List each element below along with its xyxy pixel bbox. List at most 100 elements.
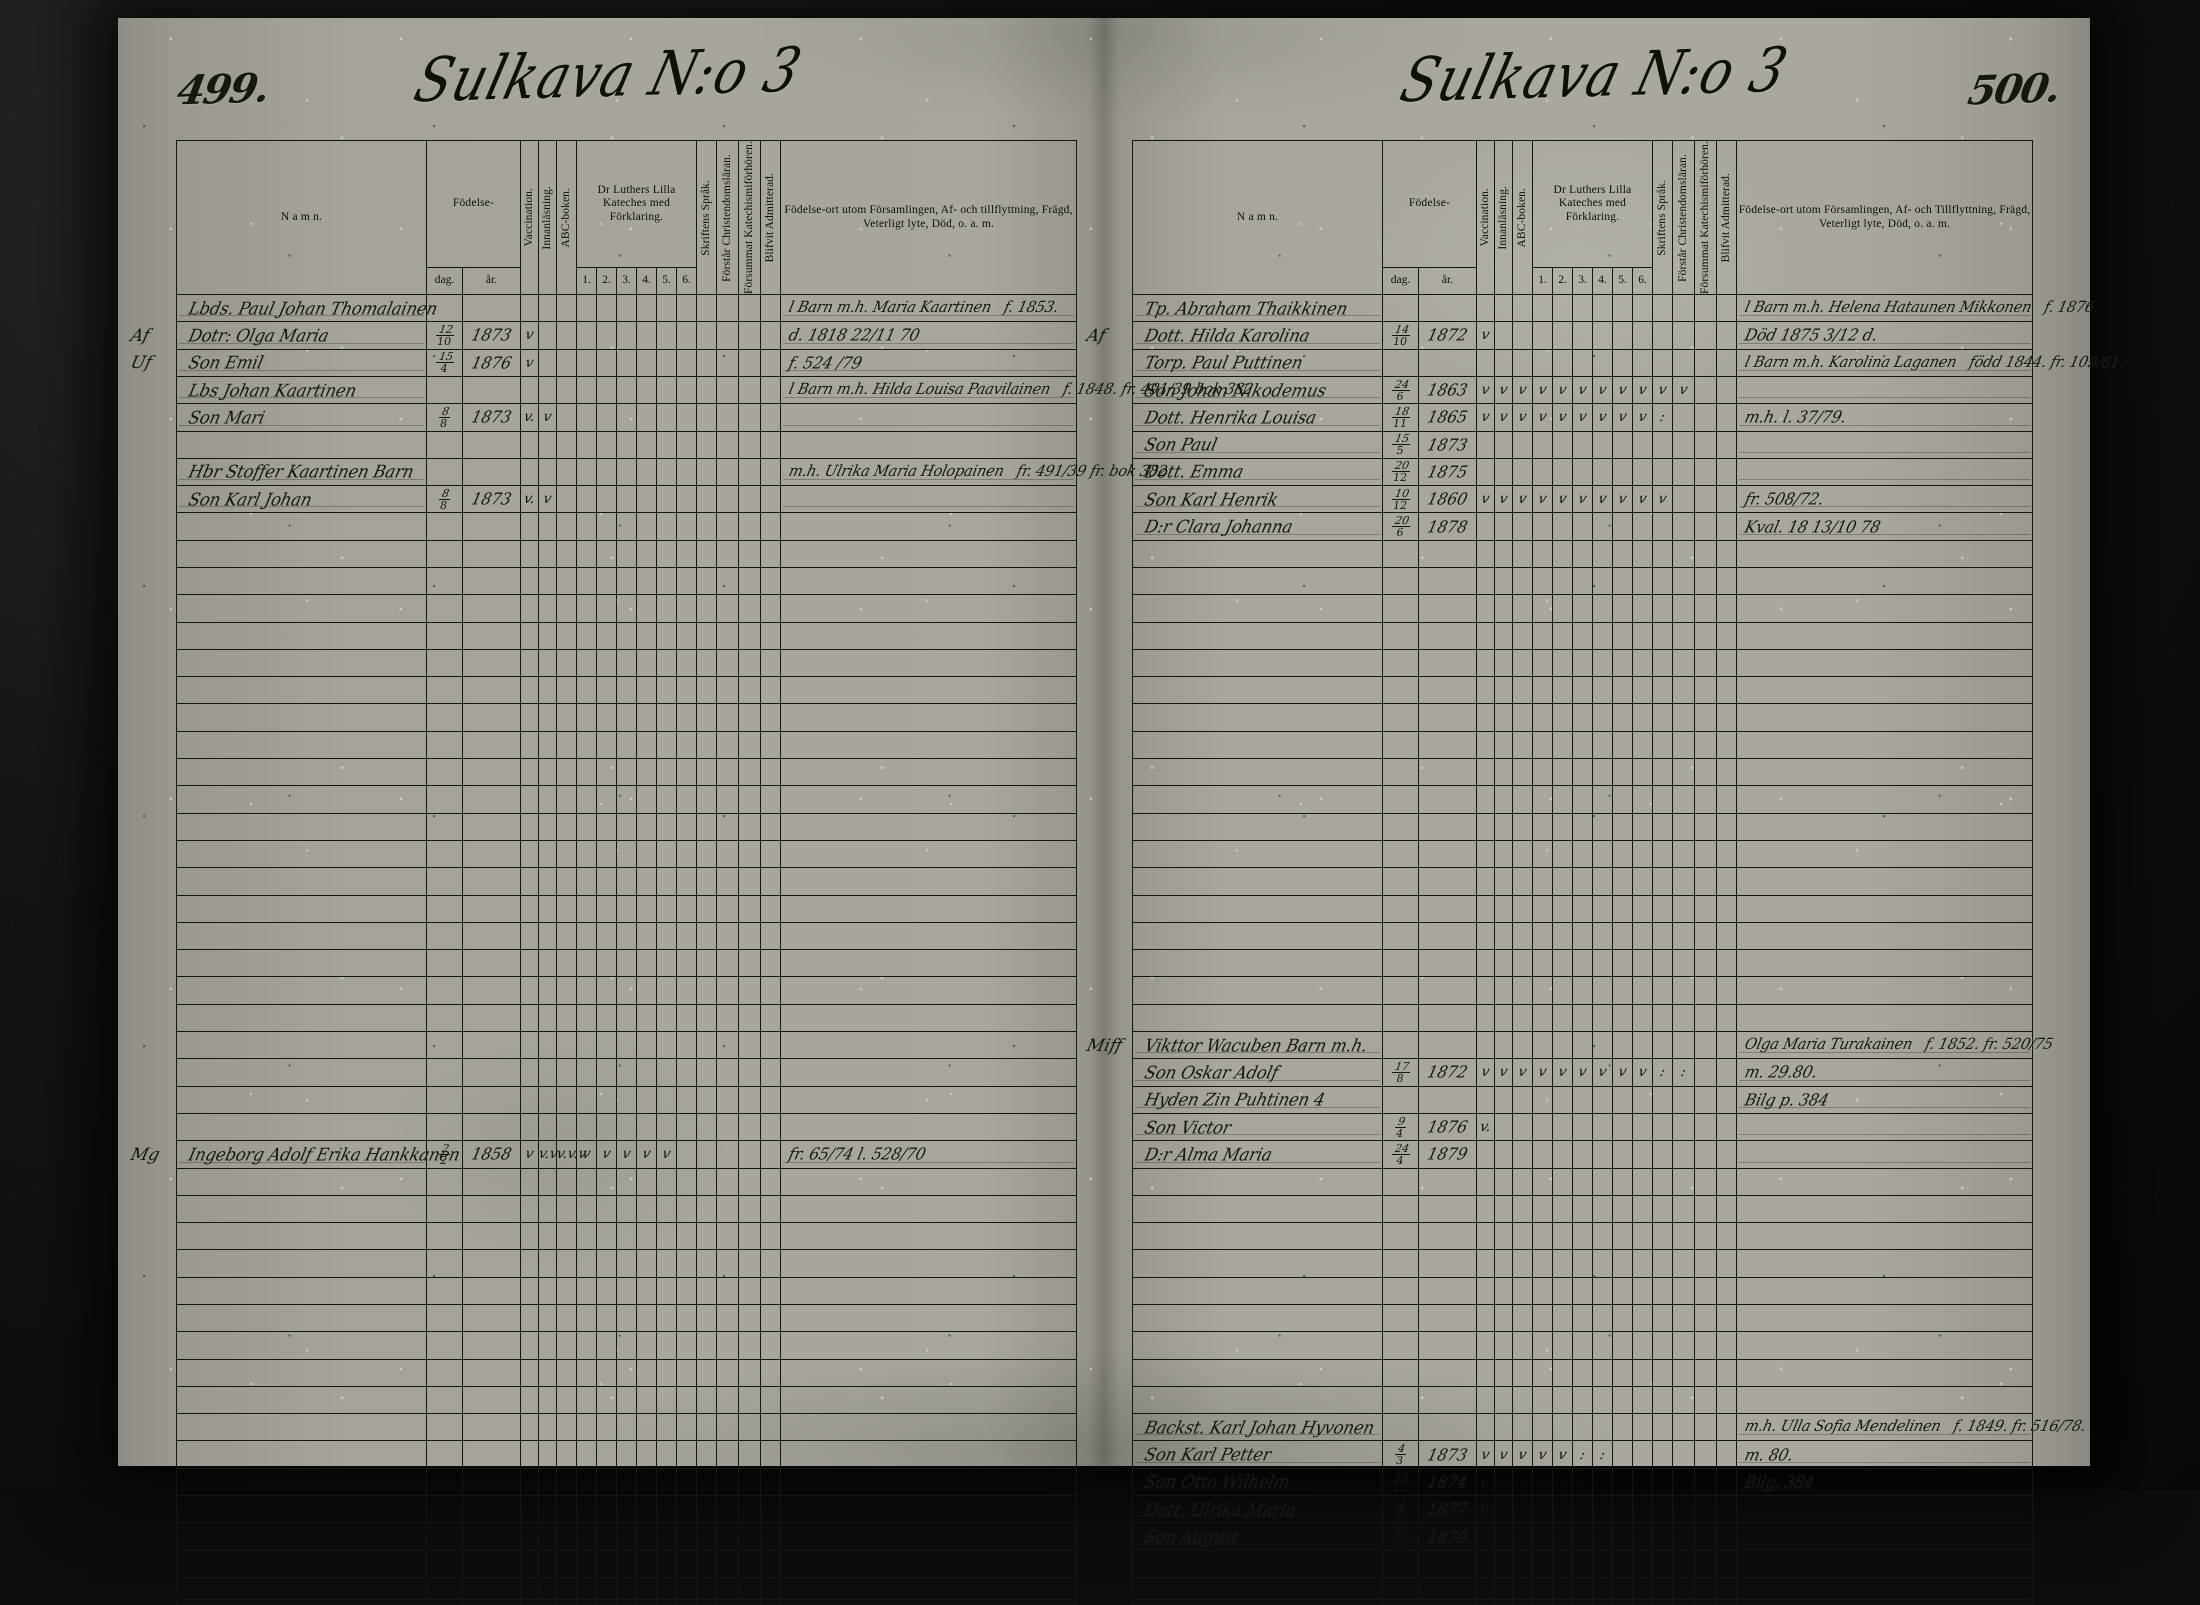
cell-mark — [1631, 1194, 1654, 1224]
cell-mark — [1652, 703, 1674, 732]
cell-ar: 1873 — [1418, 1440, 1477, 1469]
cell-mark — [716, 1167, 740, 1196]
cell-mark — [538, 1495, 557, 1524]
cell-mark — [696, 1003, 718, 1033]
cell-mark — [716, 1112, 740, 1142]
cell-name — [176, 839, 427, 869]
cell-mark — [1672, 1167, 1696, 1196]
cell-mark — [1716, 348, 1738, 377]
name-handwriting: Torp. Paul Puttinen — [1142, 352, 1305, 373]
cell-mark — [1512, 1140, 1533, 1169]
cell-mark — [760, 1358, 782, 1387]
cell-mark — [576, 976, 597, 1005]
cell-mark — [1476, 294, 1495, 323]
cell-mark — [538, 839, 557, 869]
table-row — [176, 812, 1078, 841]
cell-mark — [675, 867, 698, 896]
cell-mark — [1716, 1331, 1738, 1360]
cell-mark: v — [1572, 403, 1593, 432]
cell-mark — [616, 1249, 637, 1278]
cell-mark — [696, 457, 718, 487]
cell-ar — [462, 1167, 521, 1196]
cell-mark — [538, 1276, 557, 1306]
cell-mark — [556, 1576, 577, 1605]
birth-year: 1873 — [469, 407, 514, 427]
table-row — [1132, 1003, 2034, 1033]
cell-name: Backst. Karl Johan Hyvonen — [1132, 1413, 1383, 1442]
cell-mark — [738, 621, 762, 650]
cell-mark: v. — [1476, 1467, 1495, 1497]
birth-year: 1872 — [1425, 325, 1470, 345]
cell-notes — [780, 1440, 1078, 1469]
cell-ar — [462, 457, 521, 487]
cell-mark: v — [1512, 403, 1533, 432]
cell-mark — [576, 1413, 597, 1442]
cell-mark — [576, 648, 597, 678]
cell-mark — [1592, 430, 1613, 459]
cell-mark — [696, 1085, 718, 1114]
cell-mark — [1552, 1576, 1573, 1605]
cell-mark: v — [1592, 375, 1613, 405]
cell-dag — [426, 976, 463, 1005]
cell-mark — [675, 758, 698, 787]
cell-mark — [675, 1385, 698, 1415]
cell-mark — [696, 703, 718, 732]
cell-notes — [1736, 1522, 2034, 1551]
cell-name — [176, 785, 427, 814]
cell-mark — [656, 676, 677, 705]
cell-mark — [1716, 485, 1738, 514]
cell-mark — [556, 594, 577, 623]
cell-mark — [656, 1413, 677, 1442]
cell-mark: v — [1652, 485, 1674, 514]
cell-dag: 24 4 — [1382, 1140, 1419, 1169]
cell-mark — [716, 1003, 740, 1033]
cell-mark — [760, 1576, 782, 1605]
cell-mark — [538, 1058, 557, 1087]
cell-dag: 18 11 — [1382, 403, 1419, 432]
cell-mark — [1592, 621, 1613, 650]
note-handwriting: Kval. 18 13/10 78 — [1742, 516, 1883, 537]
cell-dag — [426, 1167, 463, 1196]
cell-notes — [1736, 894, 2034, 923]
attendance-mark: : — [1658, 409, 1667, 426]
cell-mark — [556, 894, 577, 923]
cell-mark — [675, 1167, 698, 1196]
cell-mark — [596, 1303, 617, 1333]
cell-ar: 1873 — [462, 485, 521, 514]
cell-mark — [716, 1303, 740, 1333]
cell-mark — [738, 321, 762, 350]
cell-mark — [760, 1222, 782, 1251]
cell-mark — [1694, 1112, 1718, 1142]
cell-mark — [520, 1249, 539, 1278]
cell-mark — [1592, 730, 1613, 760]
cell-mark — [1512, 1167, 1533, 1196]
cell-name — [176, 1058, 427, 1087]
cell-name: Dott. Ulrika Maria — [1132, 1495, 1383, 1524]
cell-name: Son Mari — [176, 403, 427, 432]
cell-mark — [656, 1358, 677, 1387]
cell-mark — [616, 1358, 637, 1387]
cell-mark — [538, 1194, 557, 1224]
cell-mark — [696, 403, 718, 432]
cell-name — [176, 539, 427, 568]
cell-mark — [738, 839, 762, 869]
cell-mark — [1572, 648, 1593, 678]
cell-name — [1132, 1249, 1383, 1278]
cell-mark — [576, 1112, 597, 1142]
cell-mark — [1612, 1385, 1633, 1415]
cell-mark — [596, 1058, 617, 1087]
cell-mark — [636, 621, 657, 650]
cell-mark — [556, 1222, 577, 1251]
cell-mark: v — [576, 1140, 597, 1169]
cell-mark — [556, 403, 577, 432]
cell-mark — [1552, 1495, 1573, 1524]
cell-mark — [1612, 1140, 1633, 1169]
cell-mark — [696, 1194, 718, 1224]
cell-mark — [656, 375, 677, 405]
cell-name — [176, 1112, 427, 1142]
cell-dag — [1382, 594, 1419, 623]
cell-mark — [1592, 785, 1613, 814]
cell-ar — [1418, 949, 1477, 978]
cell-ar: 1878 — [1418, 512, 1477, 541]
